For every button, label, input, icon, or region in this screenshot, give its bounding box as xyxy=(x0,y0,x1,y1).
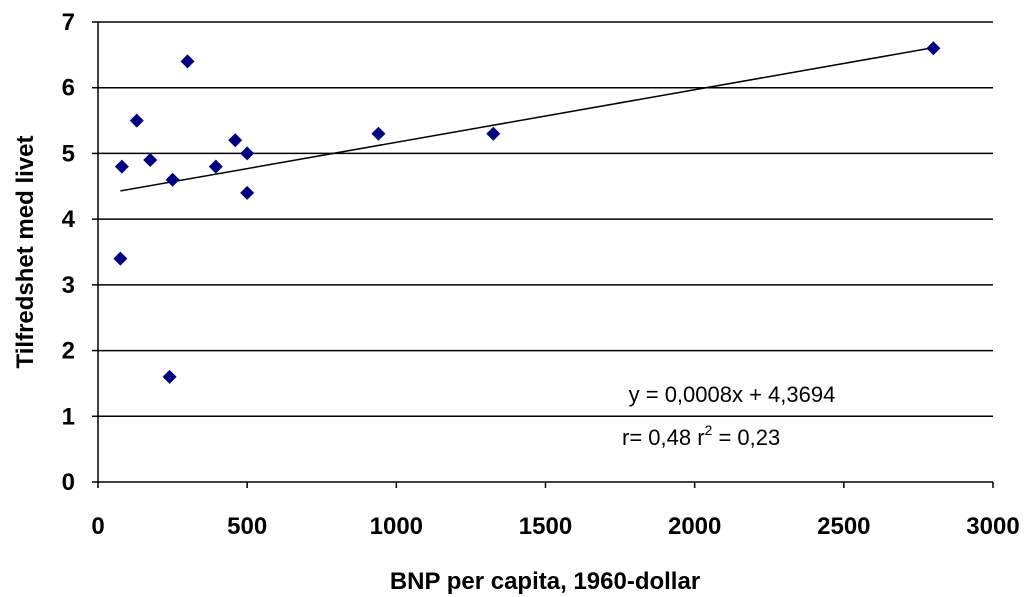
data-point xyxy=(113,251,128,266)
x-tick-label: 1500 xyxy=(519,513,572,540)
y-tick-label: 5 xyxy=(62,140,75,167)
data-point xyxy=(926,41,941,56)
x-tick-label: 2000 xyxy=(668,513,721,540)
axes xyxy=(97,22,993,483)
x-tick-label: 0 xyxy=(91,513,104,540)
data-point xyxy=(180,54,195,69)
r-squared-superscript: 2 xyxy=(705,422,713,438)
x-tick-label: 500 xyxy=(227,513,267,540)
data-point xyxy=(371,126,386,141)
gridlines xyxy=(98,21,993,418)
x-axis-title: BNP per capita, 1960-dollar xyxy=(390,568,700,595)
x-tick-labels: 0 500 1000 1500 2000 2500 3000 xyxy=(91,482,1020,540)
y-axis-title: Tilfredshet med livet xyxy=(12,136,39,369)
data-point xyxy=(129,113,144,128)
r2-text: = 0,23 xyxy=(712,425,780,450)
r-text: r= 0,48 r xyxy=(622,425,705,450)
x-tick-label: 3000 xyxy=(966,513,1019,540)
correlation-annotation: r= 0,48 r2 = 0,23 xyxy=(622,422,780,450)
x-tick-label: 1000 xyxy=(370,513,423,540)
y-tick-label: 4 xyxy=(62,206,76,233)
data-point xyxy=(162,369,177,384)
data-point xyxy=(486,126,501,141)
y-tick-label: 0 xyxy=(62,469,75,496)
y-tick-label: 1 xyxy=(62,403,75,430)
y-tick-label: 3 xyxy=(62,272,75,299)
data-point xyxy=(228,133,243,148)
trendline xyxy=(120,46,934,192)
x-tick-label: 2500 xyxy=(817,513,870,540)
data-points xyxy=(113,41,941,384)
data-point xyxy=(114,159,129,174)
y-tick-labels: 0 1 2 3 4 5 6 7 xyxy=(62,9,98,496)
y-tick-label: 2 xyxy=(62,338,75,365)
data-point xyxy=(240,185,255,200)
y-tick-label: 6 xyxy=(62,75,75,102)
y-tick-label: 7 xyxy=(62,9,75,36)
trendline-equation: y = 0,0008x + 4,3694 xyxy=(629,382,836,407)
data-point xyxy=(208,159,223,174)
data-point xyxy=(143,153,158,167)
data-point xyxy=(165,172,180,187)
data-point xyxy=(240,146,255,161)
